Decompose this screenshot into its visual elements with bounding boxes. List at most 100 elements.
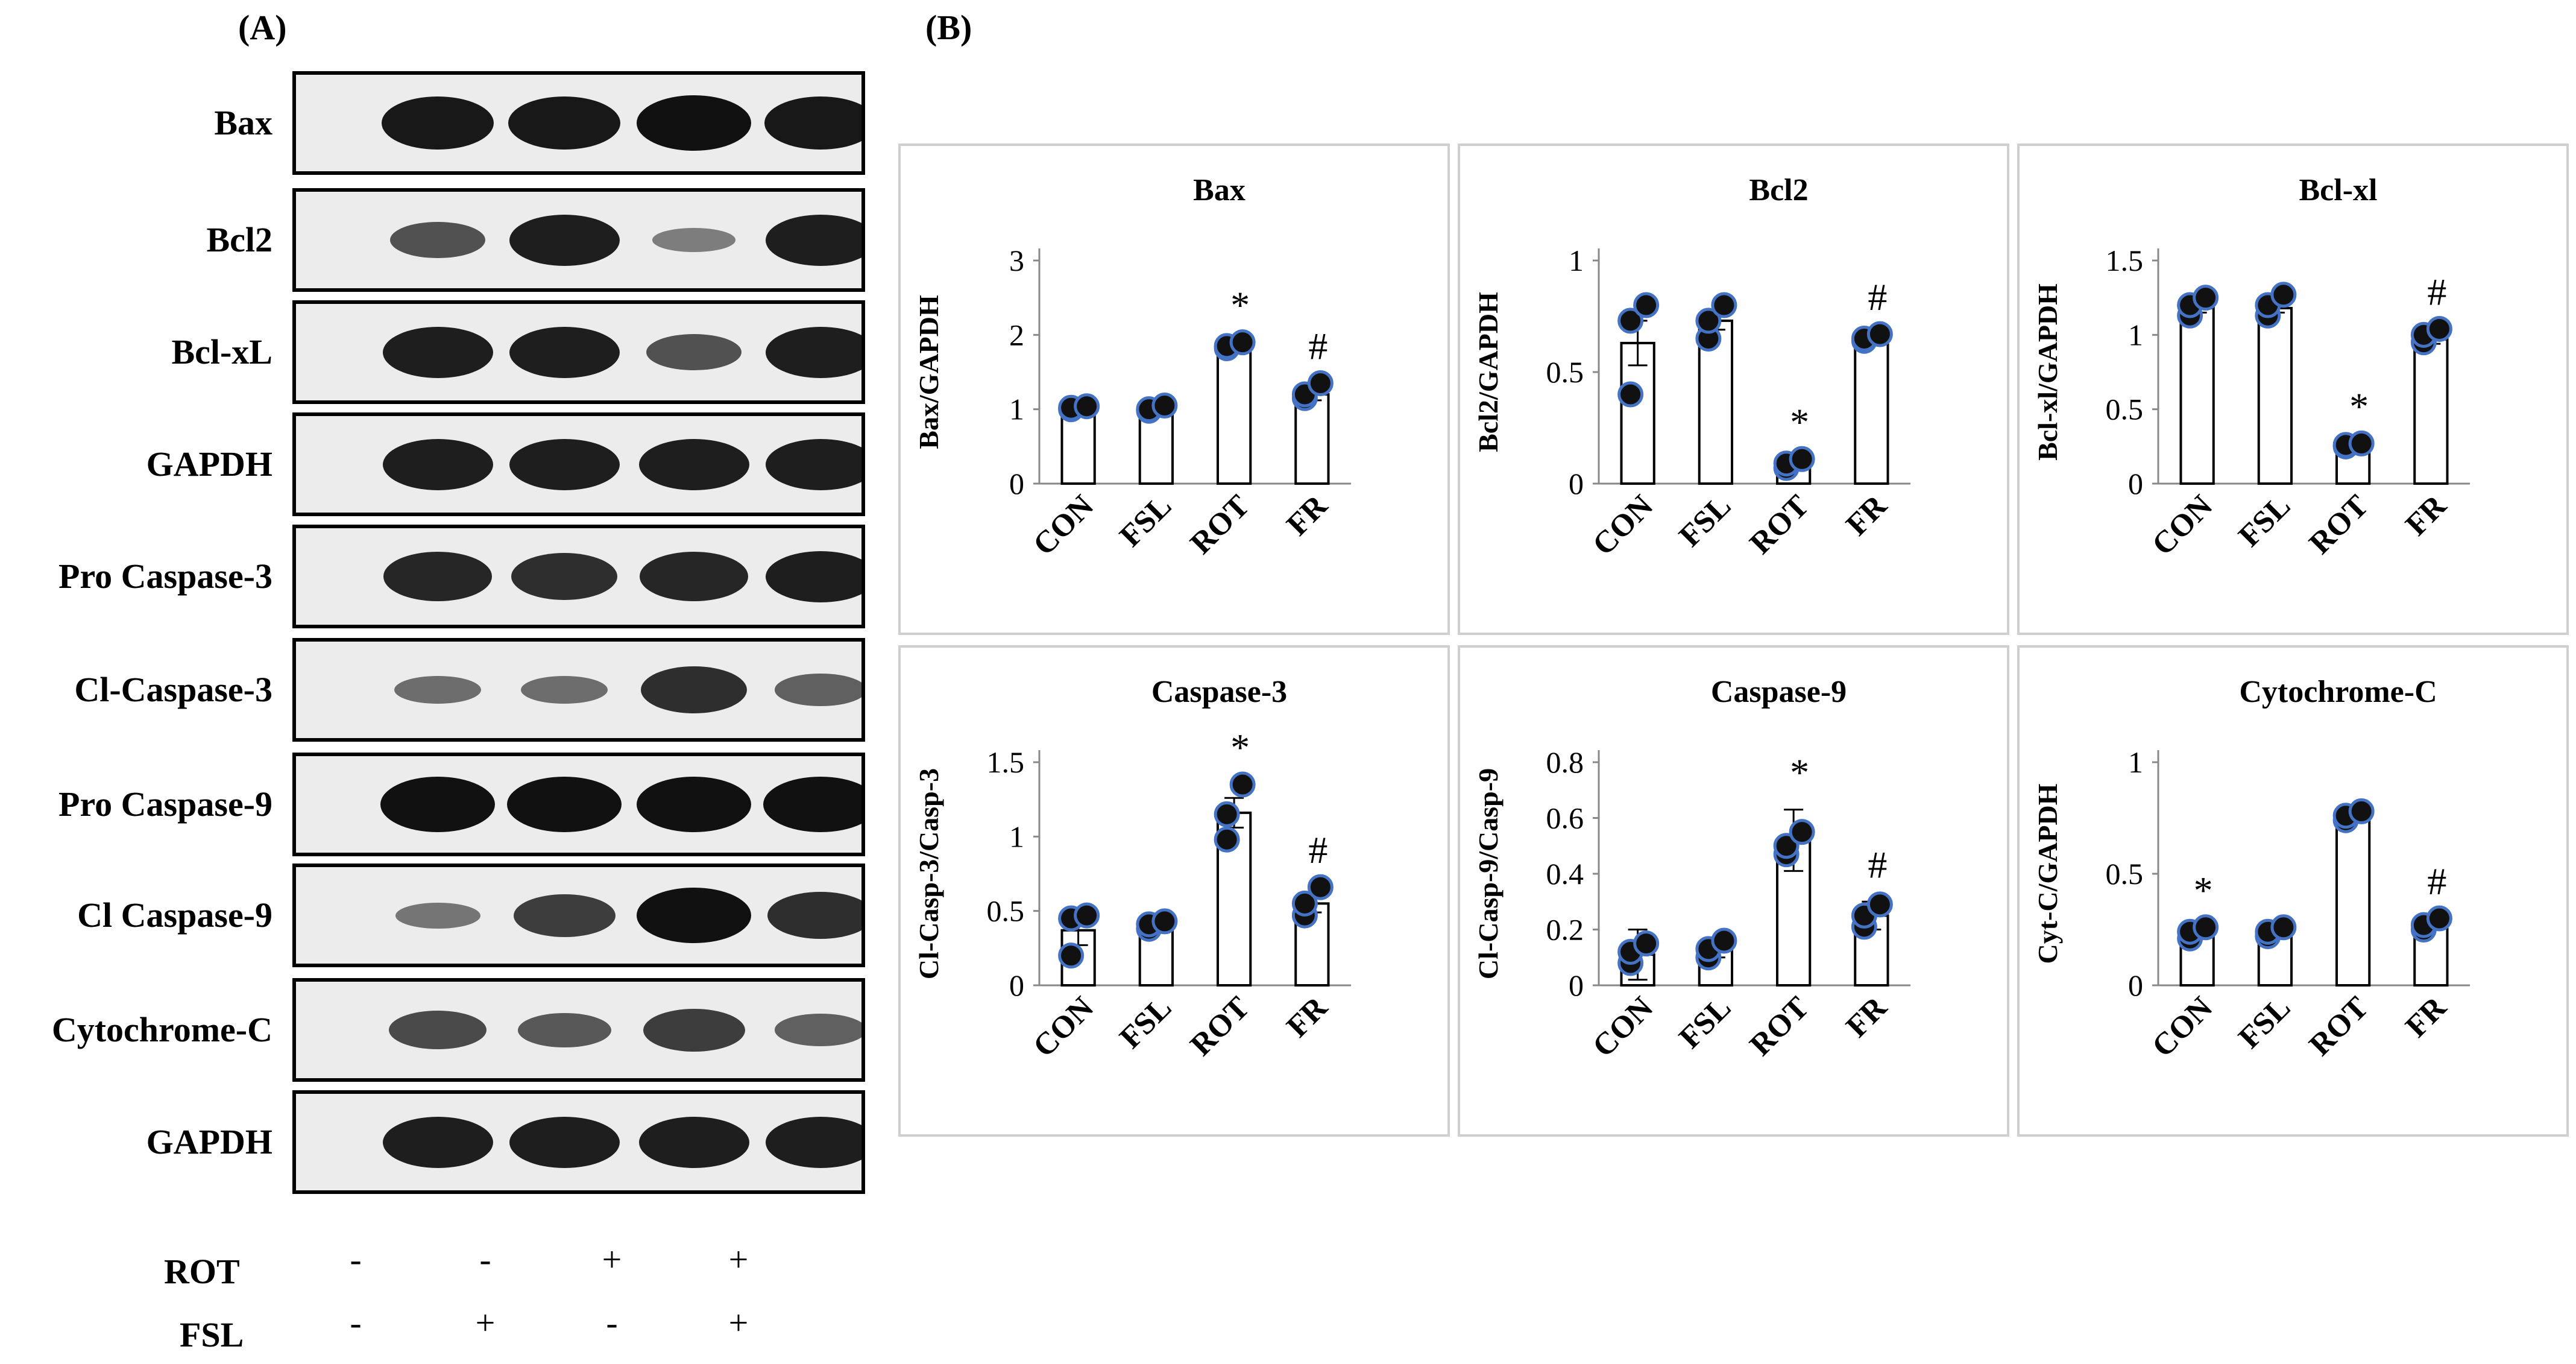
blot-band [382, 438, 493, 490]
y-axis-label: Bax/GAPDH [913, 295, 944, 449]
blot-label: Pro Caspase-3 [58, 557, 272, 596]
blot-band [509, 214, 620, 266]
significance-mark: * [2194, 869, 2213, 912]
category-label: ROT [1184, 990, 1256, 1062]
y-tick-label: 0 [1009, 968, 1024, 1002]
y-tick-label: 0.5 [987, 894, 1025, 928]
blot-row: Cl-Caspase-3 [0, 638, 892, 742]
y-tick-label: 1 [1009, 393, 1024, 426]
category-label: FR [1840, 488, 1894, 542]
data-point [1866, 321, 1893, 347]
significance-mark: # [2427, 270, 2446, 313]
bar [1216, 344, 1252, 485]
blot-band [382, 326, 493, 378]
data-point [1214, 801, 1240, 827]
category-label: FSL [2232, 990, 2297, 1055]
blot-band [775, 674, 861, 706]
chart-svg: Bcl2 Bcl2/GAPDH 0 0.5 1 CON FSL * ROT # FR [1473, 173, 1910, 562]
data-point [1633, 930, 1660, 957]
blot-band [389, 221, 486, 259]
data-point [1058, 942, 1085, 969]
data-point [1214, 826, 1240, 853]
blot-band [394, 675, 482, 704]
blot-image [292, 638, 865, 742]
y-tick-label: 0 [1009, 467, 1024, 500]
y-tick-label: 0 [2128, 467, 2143, 500]
bar [1620, 341, 1655, 485]
chart-svg: Bcl-xl Bcl-xl/GAPDH 0 0.5 1 1.5 CON FSL * ROT # FR [2032, 173, 2470, 562]
data-point [2270, 282, 2297, 308]
blot-label: Bcl-xL [171, 332, 272, 371]
blot-band [509, 1116, 620, 1168]
data-point [2193, 285, 2219, 311]
bar [1854, 337, 1889, 485]
category-label: CON [2146, 990, 2219, 1064]
category-label: FR [1280, 990, 1335, 1044]
y-tick-label: 0 [2128, 968, 2143, 1002]
blot-label: Cytochrome-C [51, 1010, 272, 1049]
blot-band [381, 96, 494, 150]
data-point [1695, 308, 1722, 334]
chart-title: Bcl2 [1749, 173, 1808, 207]
data-point [2426, 315, 2452, 342]
blot-band [775, 1014, 861, 1046]
blot-band [765, 551, 861, 602]
significance-mark: # [1868, 276, 1887, 318]
bar-chart: Bcl-xl Bcl-xl/GAPDH 0 0.5 1 1.5 CON FSL * ROT # FR [2017, 144, 2569, 635]
blot-row: Pro Caspase-3 [0, 525, 892, 628]
y-tick-label: 3 [1009, 244, 1024, 277]
data-point [2426, 905, 2452, 932]
data-point [1074, 902, 1100, 929]
blot-band [395, 902, 480, 929]
blot-row: Cytochrome-C [0, 978, 892, 1082]
blot-row: Cl Caspase-9 [0, 864, 892, 967]
blot-band [513, 894, 616, 937]
blot-band [652, 228, 735, 252]
blot-label: Cl Caspase-9 [77, 895, 272, 935]
data-point [1307, 874, 1334, 900]
bar [2179, 306, 2215, 485]
bar [2335, 814, 2371, 987]
bar-chart: Cytochrome-C Cyt-C/GAPDH 0 0.5 1 * CON FSL ROT # F… [2017, 645, 2569, 1137]
category-label: FR [1840, 990, 1894, 1044]
treatment-sign: + [728, 1303, 749, 1342]
chart-svg: Caspase-9 Cl-Casp-9/Casp-9 0 0.2 0.4 0.6 0.8 CO… [1473, 675, 1910, 1064]
chart-title: Bcl-xl [2299, 173, 2378, 207]
data-point [1291, 890, 1318, 917]
category-label: CON [1586, 488, 1660, 562]
treatment-label: FSL [180, 1315, 244, 1354]
category-label: FSL [1673, 488, 1738, 554]
significance-mark: # [1308, 325, 1327, 368]
bar-chart: Bax Bax/GAPDH 0 1 2 3 CON FSL * ROT # FR [898, 144, 1450, 635]
blot-band [765, 438, 861, 490]
data-point [1617, 381, 1644, 408]
category-label: FR [2399, 488, 2454, 542]
chart-title: Caspase-9 [1711, 675, 1847, 709]
blot-band [765, 214, 861, 266]
blot-band [643, 1008, 745, 1052]
data-point [1711, 292, 1737, 318]
y-axis-label: Bcl-xl/GAPDH [2032, 283, 2063, 461]
blot-band [508, 96, 621, 150]
category-label: FSL [1113, 488, 1179, 554]
y-tick-label: 1 [2128, 318, 2143, 352]
blot-image [292, 412, 865, 516]
category-label: CON [1027, 990, 1100, 1064]
category-label: FR [1280, 488, 1335, 542]
significance-mark: * [1230, 284, 1250, 327]
data-point [1866, 891, 1893, 918]
blot-band [507, 777, 622, 832]
blot-label: Pro Caspase-9 [58, 785, 272, 824]
blot-image [292, 978, 865, 1082]
blot-row: GAPDH [0, 1090, 892, 1194]
blot-band [764, 96, 861, 150]
data-point [1633, 292, 1660, 318]
significance-mark: * [1790, 751, 1809, 794]
y-tick-label: 0.5 [1546, 355, 1584, 389]
bar-chart: Caspase-3 Cl-Casp-3/Casp-3 0 0.5 1 1.5 CON FSL *… [898, 645, 1450, 1137]
y-tick-label: 0 [1569, 968, 1584, 1002]
blot-band [389, 1011, 487, 1049]
bar [2413, 338, 2449, 485]
blot-band [511, 553, 617, 600]
significance-mark: * [2349, 385, 2369, 428]
